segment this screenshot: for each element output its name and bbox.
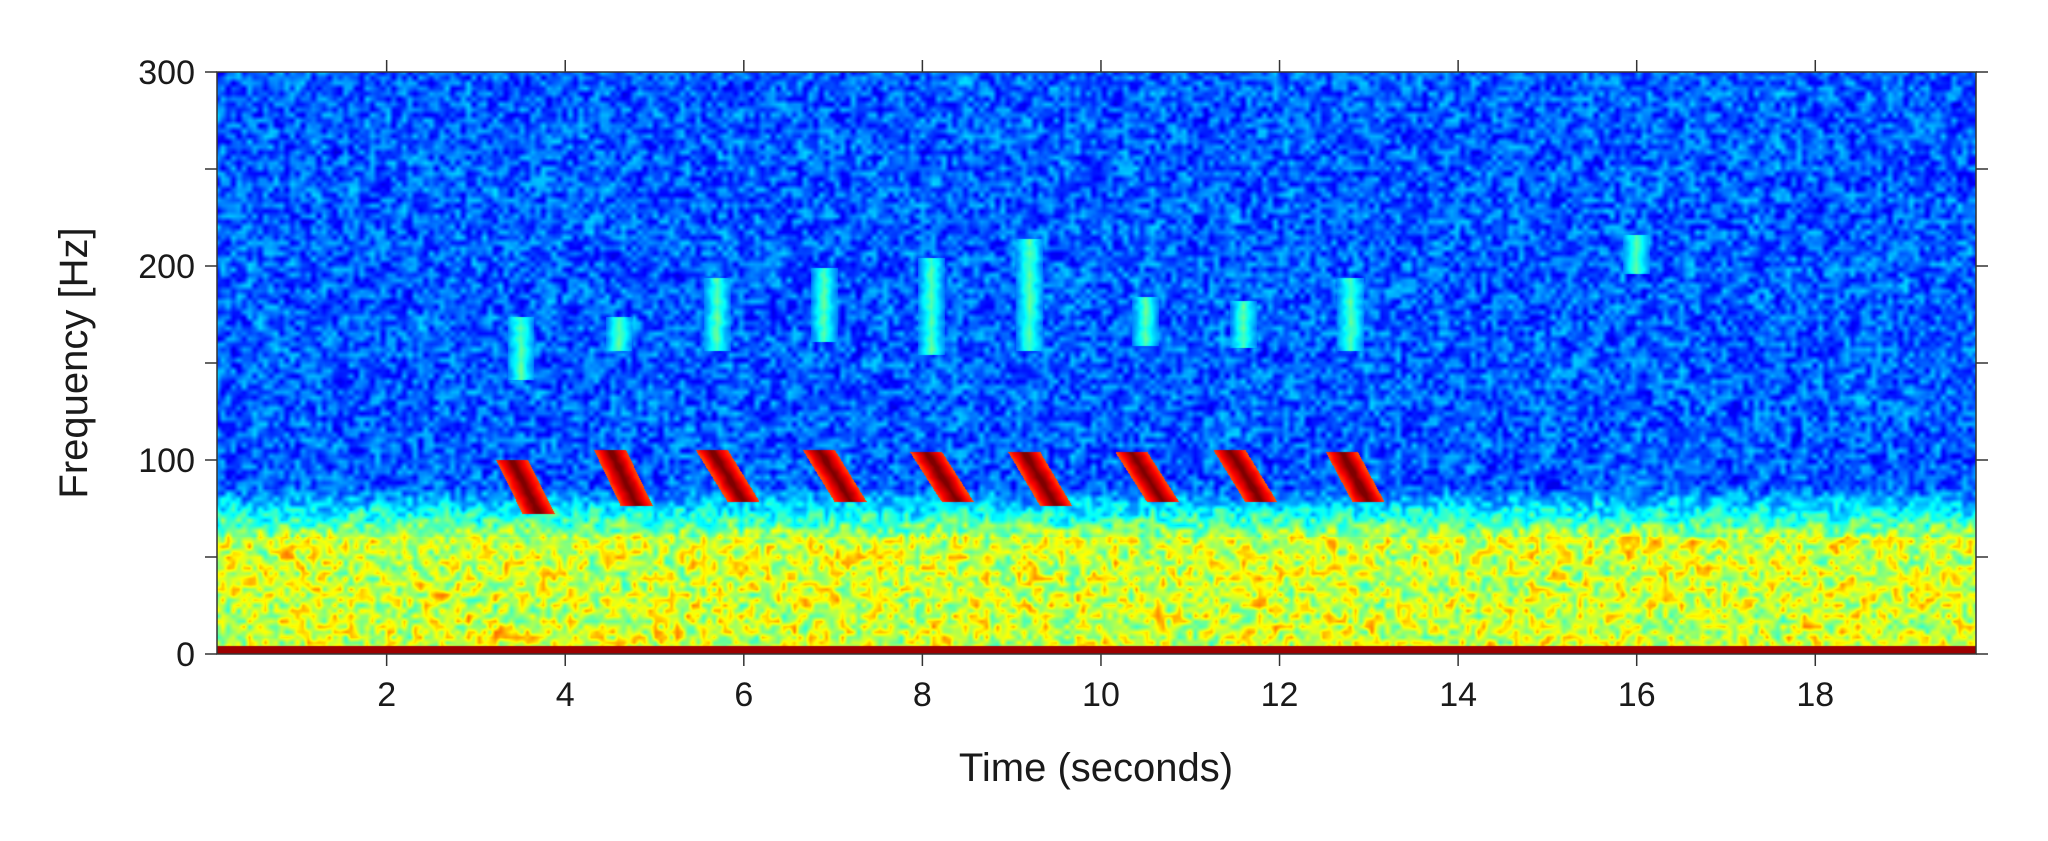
tick-marks [205, 60, 1988, 666]
x-tick-label: 2 [377, 676, 396, 714]
x-tick-label: 18 [1796, 676, 1834, 714]
x-tick-label: 12 [1261, 676, 1299, 714]
x-tick-labels: 2 4 6 8 10 12 14 16 18 [377, 676, 1834, 714]
y-tick-label: 300 [138, 54, 195, 92]
x-tick-label: 10 [1082, 676, 1120, 714]
y-tick-label: 100 [138, 442, 195, 480]
y-axis-title: Frequency [Hz] [52, 227, 96, 498]
plot-frame [216, 71, 1977, 655]
x-tick-label: 6 [734, 676, 753, 714]
x-tick-label: 16 [1618, 676, 1656, 714]
spectrogram-heatmap [217, 72, 1976, 654]
y-tick-labels: 0 100 200 300 [138, 54, 195, 674]
x-tick-label: 14 [1439, 676, 1477, 714]
y-tick-label: 0 [176, 636, 195, 674]
y-tick-label: 200 [138, 248, 195, 286]
x-axis-title: Time (seconds) [959, 746, 1233, 790]
x-tick-label: 8 [913, 676, 932, 714]
x-tick-label: 4 [556, 676, 575, 714]
